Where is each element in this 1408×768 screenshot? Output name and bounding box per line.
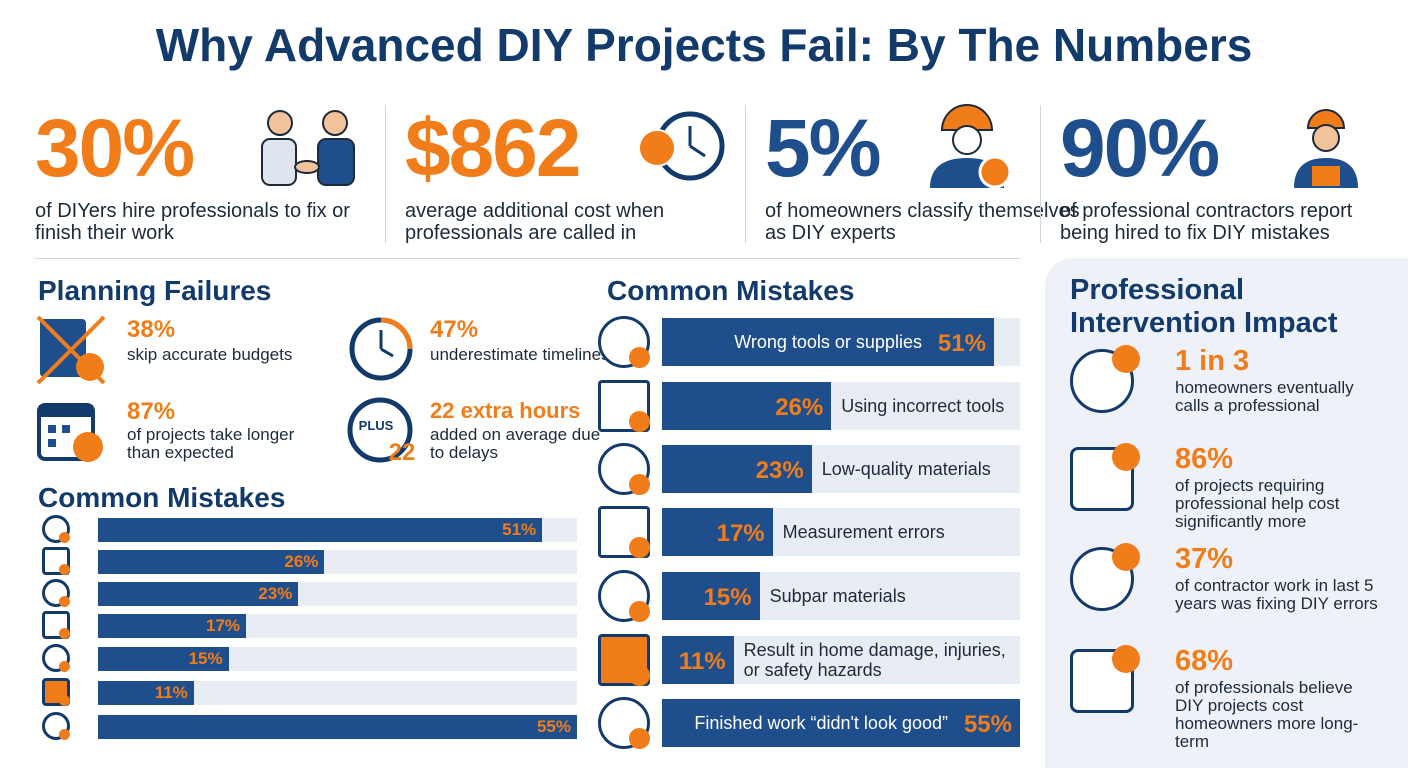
- planning-value: 87%: [127, 398, 176, 425]
- mistake-icon-badge: [58, 531, 70, 543]
- bar-label: 51%: [937, 330, 986, 357]
- mistake-icon-badge: [58, 563, 70, 575]
- impact-text: of contractor work in last 5 years was f…: [1175, 576, 1378, 613]
- section-title: Planning Failures: [38, 275, 272, 306]
- badge-number: 22: [389, 439, 416, 464]
- category-label: Subpar materials: [769, 586, 906, 606]
- bar: [662, 572, 760, 620]
- category-label: Finished work “didn't look good”: [694, 713, 948, 733]
- mistake-icon-badge: [629, 474, 650, 495]
- impact-icon-badge: [1112, 443, 1140, 471]
- stat-text: of homeowners classify themselves as DIY…: [765, 200, 1080, 244]
- mistake-icon-badge: [58, 694, 70, 706]
- bar: [98, 582, 299, 606]
- impact-value: 37%: [1175, 543, 1234, 575]
- contractor-icon: [1294, 109, 1358, 188]
- bar-label: 55%: [536, 717, 571, 736]
- mistake-icon-badge: [629, 728, 650, 749]
- mistake-icon-badge: [58, 660, 70, 672]
- bar-label: 15%: [703, 584, 752, 611]
- bar-label: 15%: [188, 649, 223, 668]
- clock-icon: [349, 317, 413, 381]
- category-label: Result in home damage, injuries, or safe…: [743, 640, 1006, 680]
- bar: [662, 445, 812, 493]
- category-label: Using incorrect tools: [841, 396, 1005, 416]
- planning-text: skip accurate budgets: [127, 345, 293, 364]
- bar-label: 23%: [755, 457, 804, 484]
- bar: [98, 715, 577, 739]
- stat-text: of professional contractors report being…: [1060, 200, 1353, 244]
- expert-icon: [930, 104, 1012, 189]
- mistake-icon-badge: [58, 728, 70, 740]
- impact-value: 1 in 3: [1175, 345, 1250, 377]
- bar: [662, 508, 773, 556]
- mistake-icon-badge: [629, 537, 650, 558]
- stat-value: 5%: [765, 103, 882, 194]
- mistake-icon-badge: [629, 411, 650, 432]
- plus-badge: PLUS 22: [347, 397, 416, 464]
- badge-top: PLUS: [359, 418, 394, 433]
- bar: [662, 636, 734, 684]
- planning-value: 47%: [430, 316, 479, 343]
- planning-text: added on average due to delays: [430, 425, 601, 462]
- clock-cost-icon: [638, 111, 725, 181]
- calendar-icon: [37, 403, 103, 462]
- mistake-icon-badge: [629, 665, 650, 686]
- bar-label: 51%: [502, 520, 537, 539]
- impact-text: of projects requiring professional help …: [1175, 476, 1340, 531]
- bar: [98, 614, 247, 638]
- impact-value: 86%: [1175, 443, 1234, 475]
- handshake-icon: [261, 110, 355, 186]
- category-label: Measurement errors: [782, 522, 945, 542]
- bar: [98, 647, 229, 671]
- impact-text: homeowners eventually calls a profession…: [1175, 378, 1354, 415]
- bar-label: 11%: [154, 683, 188, 702]
- section-title: Common Mistakes: [38, 482, 286, 513]
- mistake-icon-badge: [629, 347, 650, 368]
- bar-label: 26%: [775, 394, 824, 421]
- stat-text: of DIYers hire professionals to fix or f…: [35, 200, 350, 244]
- planning-text: of projects take longer than expected: [127, 425, 295, 462]
- bar-label: 17%: [206, 616, 241, 635]
- bar-label: 55%: [963, 711, 1012, 738]
- bar-label: 17%: [716, 520, 765, 547]
- bar: [98, 550, 325, 574]
- planning-value: 38%: [127, 316, 176, 343]
- impact-icon-badge: [1112, 543, 1140, 571]
- bar-label: 11%: [678, 648, 726, 675]
- budget-icon: [36, 315, 106, 385]
- impact-icon-badge: [1112, 645, 1140, 673]
- impact-icon-badge: [1112, 345, 1140, 373]
- mistake-icon-badge: [629, 601, 650, 622]
- bar: [662, 318, 994, 366]
- planning-text: underestimate timelines: [430, 345, 610, 364]
- bar-label: 23%: [258, 584, 293, 603]
- bar: [662, 699, 1020, 747]
- bar: [98, 518, 543, 542]
- impact-value: 68%: [1175, 645, 1234, 677]
- impact-icon: [1070, 447, 1134, 511]
- stat-value: 90%: [1060, 103, 1220, 194]
- title: Why Advanced DIY Projects Fail: By The N…: [155, 19, 1253, 71]
- mistake-icon: [598, 506, 650, 558]
- impact-text: of professionals believe DIY projects co…: [1175, 678, 1359, 751]
- category-label: Low-quality materials: [821, 459, 991, 479]
- section-title: Common Mistakes: [607, 275, 855, 306]
- stat-value: 30%: [35, 103, 195, 194]
- mistake-icon: [42, 678, 70, 706]
- mistake-icon: [598, 316, 650, 368]
- planning-value: 22 extra hours: [430, 398, 581, 423]
- bar-label: 26%: [284, 552, 319, 571]
- section-title: Professional Intervention Impact: [1070, 274, 1338, 339]
- category-label: Wrong tools or supplies: [734, 332, 922, 352]
- bar: [98, 681, 194, 705]
- stat-text: average additional cost when professiona…: [405, 200, 665, 244]
- stat-value: $862: [405, 103, 581, 194]
- mistake-icon-badge: [58, 595, 70, 607]
- bar: [662, 382, 832, 430]
- mistake-icon-badge: [58, 627, 70, 639]
